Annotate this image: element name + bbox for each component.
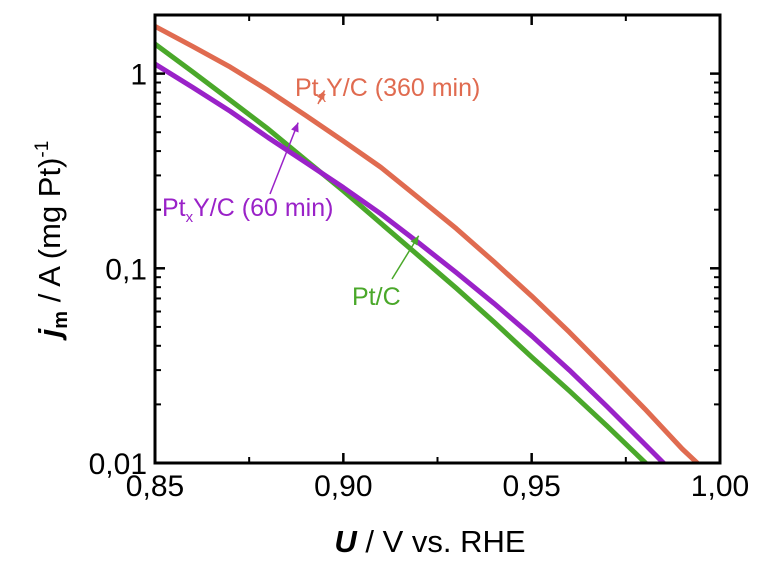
annotation-arrow-head: [410, 235, 419, 246]
y-tick-label: 0,1: [105, 253, 147, 286]
y-axis-label: jm / A (mg Pt)-1: [32, 141, 72, 342]
x-tick-label: 0,95: [502, 470, 560, 503]
x-axis-label: U / V vs. RHE: [334, 524, 525, 559]
x-tick-label: 0,90: [314, 470, 372, 503]
annotation-label: PtxY/C (360 min): [295, 74, 480, 106]
series-line-0: [155, 24, 701, 463]
tick-layer: [153, 14, 722, 465]
x-axis-symbol: U: [334, 524, 358, 559]
y-tick-label: 0,01: [89, 448, 147, 481]
y-axis-subscript: m: [50, 311, 72, 329]
annotation-arrow-head: [291, 122, 299, 133]
annotation-label: PtxY/C (60 min): [162, 194, 333, 226]
arrow-layer: [269, 90, 420, 280]
y-tick-label: 1: [130, 59, 147, 92]
x-tick-label: 1,00: [691, 470, 749, 503]
series-line-2: [155, 41, 650, 463]
annotation-label: Pt/C: [352, 283, 401, 311]
x-axis-text: / V vs. RHE: [357, 524, 526, 559]
series-line-1: [155, 61, 668, 463]
y-axis-superscript: -1: [32, 141, 53, 158]
x-tick-label: 0,85: [126, 470, 184, 503]
label-layer: 0,85 0,90 0,95 1,00 0,01 0,1 1 PtxY/C (360 min)…: [89, 59, 750, 503]
y-axis-symbol: j: [32, 327, 67, 341]
annotation-arrow-line: [269, 122, 299, 195]
y-axis-text: / A (mg Pt): [32, 158, 67, 311]
series-layer: [155, 24, 701, 463]
annotation-arrow-head: [317, 90, 325, 101]
